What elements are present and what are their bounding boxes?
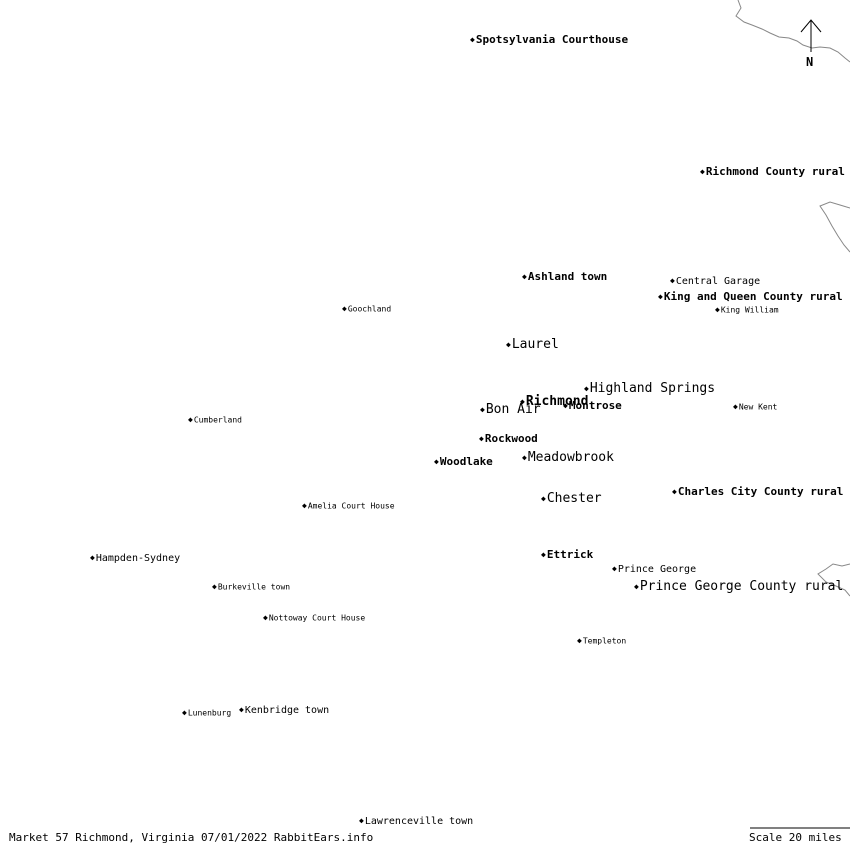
- place-label: Spotsylvania Courthouse: [475, 33, 629, 46]
- place-label: Amelia Court House: [307, 501, 395, 511]
- place-marker-icon: ◆: [612, 564, 617, 573]
- place-kenbridge-town: ◆Kenbridge town: [239, 706, 329, 716]
- place-label: Lawrenceville town: [364, 816, 474, 827]
- place-label: Ashland town: [527, 270, 608, 283]
- place-marker-icon: ◆: [212, 582, 217, 591]
- place-marker-icon: ◆: [434, 457, 439, 466]
- place-label: Burkeville town: [217, 582, 291, 592]
- place-marker-icon: ◆: [342, 304, 347, 313]
- place-marker-icon: ◆: [715, 305, 720, 314]
- place-king-and-queen-county-rural: ◆King and Queen County rural: [658, 291, 843, 302]
- place-marker-icon: ◆: [90, 553, 95, 562]
- place-marker-icon: ◆: [522, 272, 527, 281]
- place-charles-city-county-rural: ◆Charles City County rural: [672, 486, 843, 497]
- place-richmond: ◆Richmond: [520, 395, 588, 408]
- place-marker-icon: ◆: [182, 708, 187, 717]
- place-label: Laurel: [511, 337, 559, 352]
- place-cumberland: ◆Cumberland: [188, 416, 242, 425]
- place-marker-icon: ◆: [634, 581, 639, 591]
- place-label: King and Queen County rural: [663, 290, 843, 303]
- place-label: Templeton: [582, 636, 627, 646]
- place-label: Goochland: [347, 304, 392, 314]
- place-marker-icon: ◆: [541, 550, 546, 559]
- place-rockwood: ◆Rockwood: [479, 433, 538, 444]
- map-footer: Market 57 Richmond, Virginia 07/01/2022 …: [9, 831, 374, 844]
- coastline-lower-right: [817, 563, 850, 597]
- place-label: Ettrick: [546, 548, 594, 561]
- coastline-top-right: [735, 0, 850, 63]
- place-label: Bon Air: [485, 402, 541, 417]
- place-prince-george-county-rural: ◆Prince George County rural: [634, 580, 843, 593]
- place-amelia-court-house: ◆Amelia Court House: [302, 502, 395, 511]
- place-richmond-county-rural: ◆Richmond County rural: [700, 166, 845, 177]
- place-label: Rockwood: [484, 432, 538, 445]
- north-label: N: [806, 55, 814, 69]
- place-marker-icon: ◆: [733, 402, 738, 411]
- place-label: Cumberland: [193, 415, 242, 425]
- place-label: Prince George County rural: [639, 579, 844, 594]
- place-label: King William: [720, 305, 779, 315]
- place-nottoway-court-house: ◆Nottoway Court House: [263, 614, 365, 623]
- place-woodlake: ◆Woodlake: [434, 456, 493, 467]
- place-ettrick: ◆Ettrick: [541, 549, 593, 560]
- place-marker-icon: ◆: [480, 404, 485, 414]
- place-marker-icon: ◆: [520, 396, 525, 406]
- place-label: Lunenburg: [187, 708, 232, 718]
- place-meadowbrook: ◆Meadowbrook: [522, 451, 614, 464]
- place-bon-air: ◆Bon Air: [480, 403, 541, 416]
- place-goochland: ◆Goochland: [342, 305, 391, 314]
- place-marker-icon: ◆: [239, 705, 244, 714]
- place-label: Prince George: [617, 564, 697, 575]
- place-label: Charles City County rural: [677, 485, 844, 498]
- place-marker-icon: ◆: [506, 339, 511, 349]
- place-label: Kenbridge town: [244, 705, 330, 716]
- place-prince-george: ◆Prince George: [612, 565, 696, 575]
- place-marker-icon: ◆: [584, 383, 589, 393]
- place-marker-icon: ◆: [359, 816, 364, 825]
- place-highland-springs: ◆Highland Springs: [584, 382, 715, 395]
- place-central-garage: ◆Central Garage: [670, 277, 760, 287]
- place-label: Montrose: [568, 399, 622, 412]
- place-label: Richmond: [525, 394, 589, 409]
- place-marker-icon: ◆: [563, 401, 568, 410]
- place-marker-icon: ◆: [541, 493, 546, 503]
- place-templeton: ◆Templeton: [577, 637, 626, 646]
- place-marker-icon: ◆: [470, 35, 475, 44]
- place-label: New Kent: [738, 402, 778, 412]
- north-arrow-head: [800, 19, 822, 33]
- place-marker-icon: ◆: [302, 501, 307, 510]
- place-marker-icon: ◆: [479, 434, 484, 443]
- place-montrose: ◆Montrose: [563, 400, 622, 411]
- place-label: Meadowbrook: [527, 450, 614, 465]
- place-spotsylvania-courthouse: ◆Spotsylvania Courthouse: [470, 34, 628, 45]
- place-marker-icon: ◆: [658, 292, 663, 301]
- place-burkeville-town: ◆Burkeville town: [212, 583, 290, 592]
- place-label: Nottoway Court House: [268, 613, 366, 623]
- place-marker-icon: ◆: [188, 415, 193, 424]
- coastline-middle-right: [819, 201, 850, 253]
- place-marker-icon: ◆: [700, 167, 705, 176]
- place-marker-icon: ◆: [670, 276, 675, 285]
- place-chester: ◆Chester: [541, 492, 602, 505]
- scale-label: Scale 20 miles: [749, 831, 842, 844]
- place-new-kent: ◆New Kent: [733, 403, 777, 412]
- place-label: Woodlake: [439, 455, 493, 468]
- place-lunenburg: ◆Lunenburg: [182, 709, 231, 718]
- place-marker-icon: ◆: [263, 613, 268, 622]
- place-label: Central Garage: [675, 276, 761, 287]
- place-label: Richmond County rural: [705, 165, 845, 178]
- place-marker-icon: ◆: [577, 636, 582, 645]
- place-laurel: ◆Laurel: [506, 338, 559, 351]
- place-king-william: ◆King William: [715, 306, 779, 315]
- place-marker-icon: ◆: [522, 452, 527, 462]
- place-marker-icon: ◆: [672, 487, 677, 496]
- place-lawrenceville-town: ◆Lawrenceville town: [359, 817, 473, 827]
- place-label: Hampden-Sydney: [95, 553, 181, 564]
- place-label: Highland Springs: [589, 381, 716, 396]
- place-ashland-town: ◆Ashland town: [522, 271, 607, 282]
- place-label: Chester: [546, 491, 602, 506]
- place-hampden-sydney: ◆Hampden-Sydney: [90, 554, 180, 564]
